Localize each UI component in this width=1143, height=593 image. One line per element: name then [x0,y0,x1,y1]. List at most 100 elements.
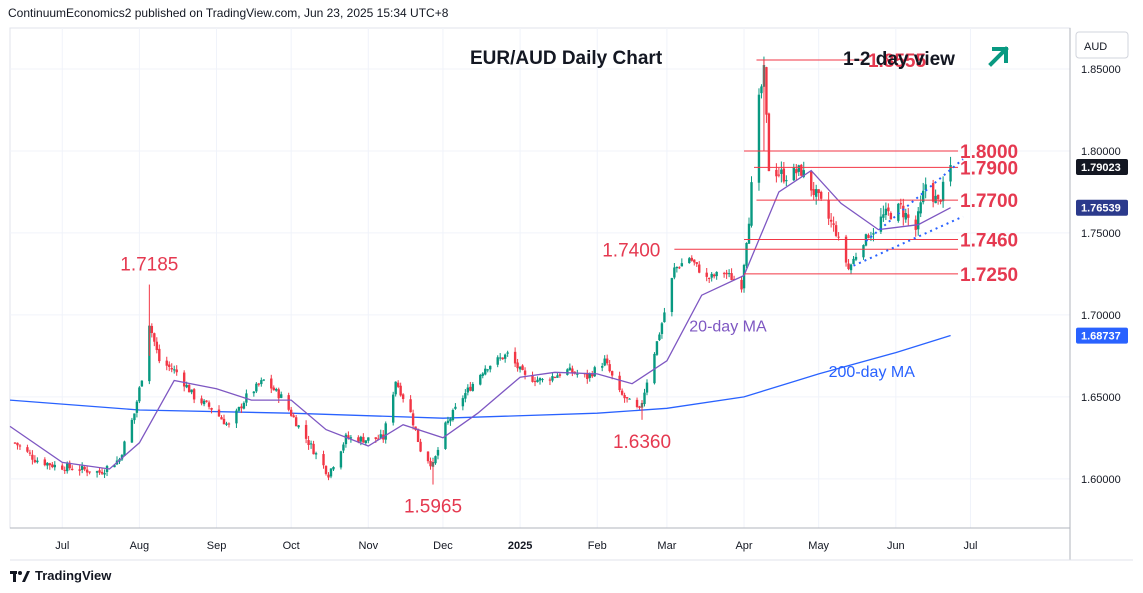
candle-body [379,434,382,439]
candle-body [140,380,144,387]
candle-body [272,387,275,391]
candle-body [287,395,290,410]
candle-body [747,223,751,244]
candle-body [227,423,231,425]
candle-body [182,372,186,387]
candle-body [255,383,258,392]
annotation-label: 200-day MA [829,364,916,381]
price-badge [1076,199,1128,216]
candle-body [777,174,781,176]
candle-body [26,447,29,452]
candle-body [377,438,380,440]
candle-body [173,369,176,371]
candle-body [506,352,509,354]
candle-body [88,471,91,473]
candle-body [362,436,365,443]
price-badge [1076,158,1128,175]
candle-body [479,375,482,385]
currency-box[interactable] [1075,31,1129,59]
candle-body [220,417,223,420]
candle-body [601,366,604,368]
ma200-line [9,334,951,419]
annotation-label: 1.5965 [404,497,462,518]
candle-body [852,258,855,264]
candle-body [742,264,746,289]
candle-body [235,410,238,424]
candle-body [481,373,484,376]
candle-body [812,189,815,196]
candle-body [558,374,562,376]
candle-body [792,166,796,181]
candle-body [43,459,47,466]
candle-body [401,394,405,399]
candle-body [698,264,701,273]
y-tick-label: 1.65000 [1081,392,1121,404]
candle-body [357,437,360,443]
x-tick-label: Mar [657,540,676,552]
candle-body [705,272,708,277]
candle-body [620,390,624,395]
level-label: 1.7900 [960,158,1018,179]
candle-body [391,394,395,423]
ma20-line [9,169,951,470]
candle-body [904,212,907,220]
candle-body [446,420,450,424]
candle-body [678,267,681,269]
candle-body [113,465,116,468]
candle-body [879,216,883,232]
candle-body [814,189,818,197]
candle-body [322,454,325,466]
candle-body [486,369,489,371]
chart-titles: EUR/AUD Daily Chart 1-2 day view [470,46,1009,70]
candle-body [730,273,733,281]
candle-body [802,170,805,177]
candle-body [680,263,684,267]
candle-body [854,256,858,260]
candle-body [192,389,196,400]
candle-body [384,423,387,440]
candle-body [150,325,154,334]
candle-body [834,225,838,236]
candle-body [518,366,522,370]
candle-body [394,381,397,395]
candle-body [722,273,726,275]
annotation-label: 1.6360 [613,432,671,453]
candle-body [827,199,830,219]
level-label: 1.8000 [960,142,1018,163]
candle-body [884,208,888,216]
candle-body [934,195,937,204]
candle-body [158,348,161,362]
candle-body [501,357,504,360]
candle-body [175,369,178,373]
price-axis[interactable]: AUD1.600001.650001.700001.750001.800001.… [1069,28,1129,560]
candle-body [847,263,850,269]
candle-body [327,474,330,478]
candle-body [16,442,19,446]
candle-body [100,471,104,474]
candle-body [618,375,621,391]
candle-body [623,395,626,399]
tradingview-logo-icon [10,570,30,582]
candle-body [548,379,552,381]
candle-body [489,365,492,370]
tradingview-footer[interactable]: TradingView [10,568,111,583]
candle-body [103,472,106,475]
candle-body [416,428,420,442]
price-badge-label: 1.68737 [1081,331,1121,343]
candle-body [887,207,890,212]
candle-body [309,443,313,445]
candle-body [586,372,589,380]
candle-body [553,377,557,379]
candle-body [571,368,574,373]
candle-body [187,384,191,393]
candle-body [588,373,591,378]
candle-body [837,236,840,238]
x-tick-label: Feb [588,540,607,552]
candle-body [190,389,193,393]
candle-body [342,444,345,451]
candle-body [242,402,246,409]
candle-body [257,383,261,385]
level-label: 1.7700 [960,191,1018,212]
time-axis[interactable]: Jul Aug Sep Oct Nov Dec 2025 Feb Mar Apr May Jun Jul [10,527,1133,561]
